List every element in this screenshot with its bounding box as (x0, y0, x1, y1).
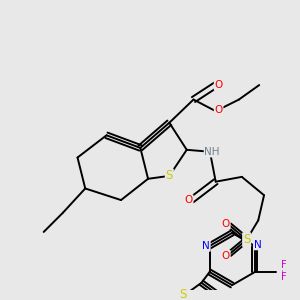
Text: F: F (281, 272, 286, 282)
Text: O: O (222, 219, 230, 229)
Text: F: F (281, 266, 286, 276)
Text: O: O (222, 250, 230, 261)
Text: F: F (281, 260, 286, 270)
Text: O: O (184, 195, 193, 205)
Text: NH: NH (205, 147, 220, 157)
Text: S: S (166, 169, 173, 182)
Text: N: N (254, 239, 262, 250)
Text: S: S (243, 233, 250, 246)
Text: S: S (179, 288, 186, 300)
Text: O: O (214, 80, 223, 90)
Text: N: N (202, 241, 210, 251)
Text: O: O (214, 105, 223, 115)
